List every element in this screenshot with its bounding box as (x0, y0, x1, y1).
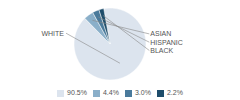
html-text:90.5%: 90.5% (67, 89, 87, 96)
svg-text:BLACK: BLACK (150, 47, 173, 54)
svg-text:ASIAN: ASIAN (150, 30, 171, 37)
html-text:4.4%: 4.4% (103, 89, 119, 96)
html-text:2.2%: 2.2% (166, 89, 183, 96)
svg-text:WHITE: WHITE (41, 30, 64, 37)
svg-text:HISPANIC: HISPANIC (150, 39, 183, 46)
html-text:3.0%: 3.0% (134, 89, 151, 96)
